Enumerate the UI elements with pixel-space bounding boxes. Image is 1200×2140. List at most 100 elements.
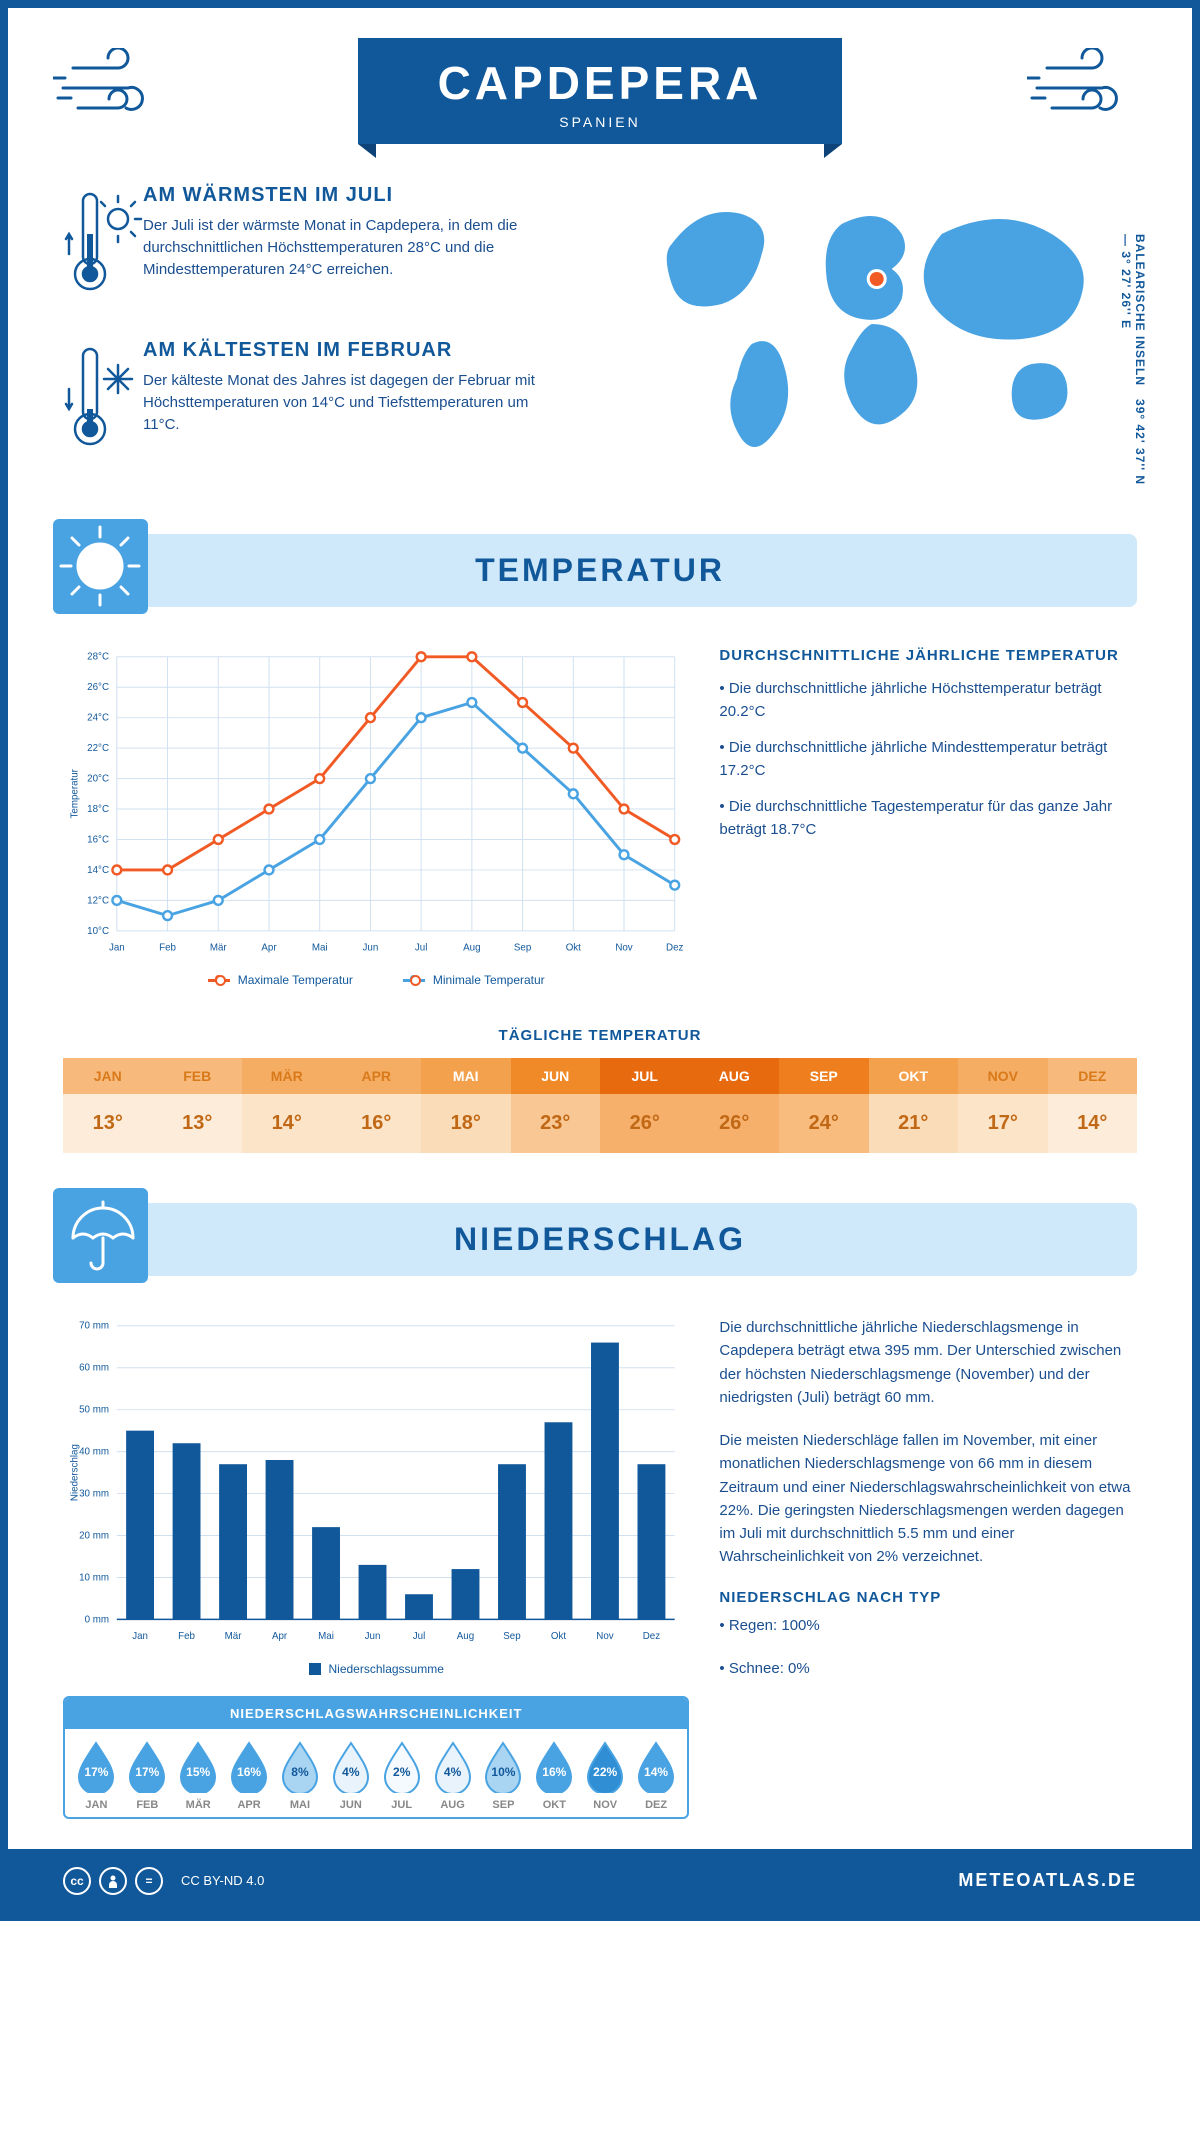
- license-badge: cc = CC BY-ND 4.0: [63, 1867, 264, 1895]
- prob-cell: 2% JUL: [376, 1739, 427, 1811]
- coldest-block: AM KÄLTESTEN IM FEBRUAR Der kälteste Mon…: [63, 339, 626, 464]
- temp-cell: JUL 26°: [600, 1058, 690, 1153]
- svg-text:Okt: Okt: [566, 942, 581, 953]
- svg-text:10°C: 10°C: [87, 926, 109, 937]
- svg-text:40 mm: 40 mm: [79, 1447, 109, 1458]
- svg-text:Mär: Mär: [210, 942, 228, 953]
- precipitation-info: Die durchschnittliche jährliche Niedersc…: [719, 1316, 1137, 1819]
- svg-text:12°C: 12°C: [87, 895, 109, 906]
- intro-section: AM WÄRMSTEN IM JULI Der Juli ist der wär…: [8, 174, 1192, 524]
- temp-legend: .legend-sw:nth-child(1)::after{border-co…: [63, 973, 689, 987]
- temp-cell: MÄR 14°: [242, 1058, 332, 1153]
- svg-text:Jul: Jul: [413, 1631, 425, 1642]
- svg-text:Temperatur: Temperatur: [70, 768, 81, 818]
- daily-temperature: TÄGLICHE TEMPERATUR JAN 13° FEB 13° MÄR …: [8, 1017, 1192, 1193]
- warmest-heading: AM WÄRMSTEN IM JULI: [143, 184, 543, 207]
- precipitation-chart: 0 mm10 mm20 mm30 mm40 mm50 mm60 mm70 mmN…: [63, 1316, 689, 1819]
- page: CAPDEPERA SPANIEN: [0, 0, 1200, 1921]
- prob-cell: 14% DEZ: [631, 1739, 682, 1811]
- svg-text:60 mm: 60 mm: [79, 1363, 109, 1374]
- page-subtitle: SPANIEN: [438, 114, 763, 130]
- svg-text:20 mm: 20 mm: [79, 1531, 109, 1542]
- temperature-info: DURCHSCHNITTLICHE JÄHRLICHE TEMPERATUR •…: [719, 647, 1137, 987]
- svg-text:Feb: Feb: [178, 1631, 195, 1642]
- warmest-block: AM WÄRMSTEN IM JULI Der Juli ist der wär…: [63, 184, 626, 309]
- svg-text:24°C: 24°C: [87, 713, 109, 724]
- svg-text:Jul: Jul: [415, 942, 427, 953]
- temp-cell: DEZ 14°: [1048, 1058, 1138, 1153]
- svg-text:0 mm: 0 mm: [85, 1615, 109, 1626]
- temperature-block: 10°C12°C14°C16°C18°C20°C22°C24°C26°C28°C…: [8, 617, 1192, 1017]
- svg-text:Apr: Apr: [261, 942, 277, 953]
- site-name: METEOATLAS.DE: [958, 1870, 1137, 1891]
- svg-text:Aug: Aug: [457, 1631, 474, 1642]
- svg-text:20°C: 20°C: [87, 774, 109, 785]
- svg-text:26°C: 26°C: [87, 682, 109, 693]
- temp-cell: JAN 13°: [63, 1058, 153, 1153]
- header-banner: CAPDEPERA SPANIEN: [358, 38, 843, 144]
- svg-text:14°C: 14°C: [87, 865, 109, 876]
- wind-icon: [1027, 48, 1147, 128]
- svg-text:Sep: Sep: [514, 942, 532, 953]
- wind-icon: [53, 48, 173, 128]
- svg-text:Jan: Jan: [132, 1631, 148, 1642]
- svg-text:Nov: Nov: [596, 1631, 613, 1642]
- svg-text:Dez: Dez: [643, 1631, 660, 1642]
- prob-cell: 4% JUN: [325, 1739, 376, 1811]
- svg-text:22°C: 22°C: [87, 743, 109, 754]
- precipitation-block: 0 mm10 mm20 mm30 mm40 mm50 mm60 mm70 mmN…: [8, 1286, 1192, 1849]
- prob-cell: 17% FEB: [122, 1739, 173, 1811]
- precip-legend: Niederschlagssumme: [63, 1662, 689, 1676]
- prob-cell: 22% NOV: [580, 1739, 631, 1811]
- prob-cell: 8% MAI: [275, 1739, 326, 1811]
- svg-text:Mär: Mär: [225, 1631, 243, 1642]
- thermometer-snow-icon: [63, 339, 143, 459]
- temperature-chart: 10°C12°C14°C16°C18°C20°C22°C24°C26°C28°C…: [63, 647, 689, 987]
- precipitation-banner: NIEDERSCHLAG: [63, 1203, 1137, 1276]
- prob-cell: 17% JAN: [71, 1739, 122, 1811]
- prob-cell: 15% MÄR: [173, 1739, 224, 1811]
- svg-text:Dez: Dez: [666, 942, 683, 953]
- umbrella-icon: [53, 1188, 148, 1283]
- svg-text:Okt: Okt: [551, 1631, 566, 1642]
- world-map: [626, 184, 1137, 464]
- temp-cell: MAI 18°: [421, 1058, 511, 1153]
- temp-cell: AUG 26°: [690, 1058, 780, 1153]
- svg-text:Jun: Jun: [365, 1631, 381, 1642]
- svg-text:10 mm: 10 mm: [79, 1573, 109, 1584]
- svg-text:Jun: Jun: [363, 942, 379, 953]
- sun-icon: [53, 519, 148, 614]
- svg-text:Mai: Mai: [318, 1631, 334, 1642]
- coldest-text: Der kälteste Monat des Jahres ist dagege…: [143, 370, 543, 435]
- svg-text:Mai: Mai: [312, 942, 328, 953]
- prob-cell: 16% OKT: [529, 1739, 580, 1811]
- svg-text:18°C: 18°C: [87, 804, 109, 815]
- footer: cc = CC BY-ND 4.0 METEOATLAS.DE: [8, 1849, 1192, 1913]
- warmest-text: Der Juli ist der wärmste Monat in Capdep…: [143, 215, 543, 280]
- thermometer-sun-icon: [63, 184, 143, 304]
- section-heading: TEMPERATUR: [63, 552, 1137, 589]
- svg-text:50 mm: 50 mm: [79, 1405, 109, 1416]
- svg-text:Jan: Jan: [109, 942, 125, 953]
- svg-text:Niederschlag: Niederschlag: [70, 1444, 81, 1501]
- header: CAPDEPERA SPANIEN: [8, 8, 1192, 174]
- section-heading: NIEDERSCHLAG: [63, 1221, 1137, 1258]
- temp-cell: OKT 21°: [869, 1058, 959, 1153]
- svg-text:Feb: Feb: [159, 942, 176, 953]
- probability-box: NIEDERSCHLAGSWAHRSCHEINLICHKEIT 17% JAN …: [63, 1696, 689, 1819]
- prob-cell: 16% APR: [224, 1739, 275, 1811]
- coldest-heading: AM KÄLTESTEN IM FEBRUAR: [143, 339, 543, 362]
- prob-cell: 4% AUG: [427, 1739, 478, 1811]
- page-title: CAPDEPERA: [438, 56, 763, 110]
- svg-text:28°C: 28°C: [87, 652, 109, 663]
- temp-cell: NOV 17°: [958, 1058, 1048, 1153]
- temp-cell: FEB 13°: [153, 1058, 243, 1153]
- temp-cell: APR 16°: [332, 1058, 422, 1153]
- svg-text:Apr: Apr: [272, 1631, 288, 1642]
- svg-text:Sep: Sep: [503, 1631, 521, 1642]
- temp-cell: JUN 23°: [511, 1058, 601, 1153]
- svg-text:70 mm: 70 mm: [79, 1321, 109, 1332]
- coordinates: BALEARISCHE INSELN 39° 42' 37'' N — 3° 2…: [1119, 234, 1147, 494]
- svg-text:Aug: Aug: [463, 942, 480, 953]
- prob-cell: 10% SEP: [478, 1739, 529, 1811]
